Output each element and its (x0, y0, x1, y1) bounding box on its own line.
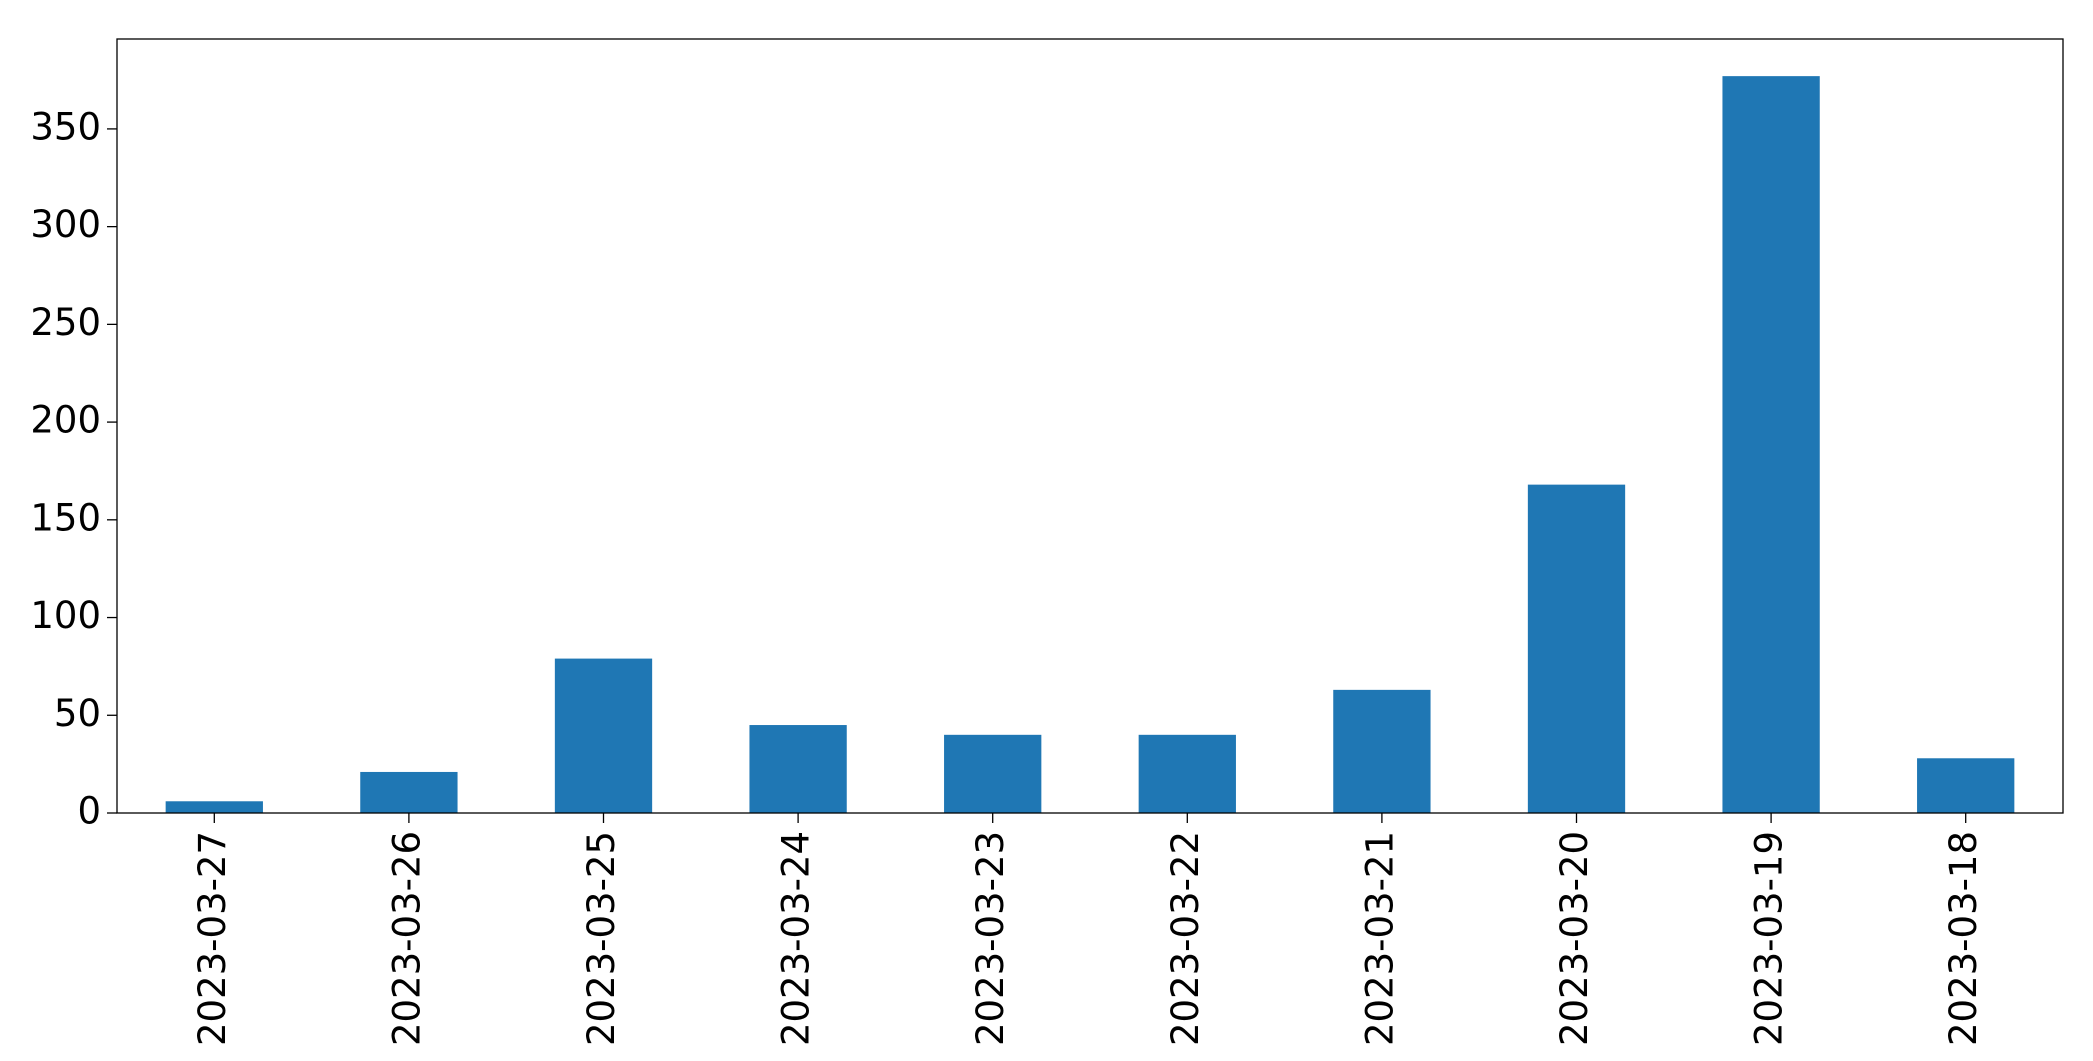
y-tick-label: 100 (30, 594, 101, 637)
bar (1722, 76, 1820, 814)
bar (165, 801, 263, 813)
y-tick-label: 300 (30, 203, 101, 246)
bar (1138, 734, 1236, 813)
y-tick-label: 50 (54, 692, 101, 735)
y-tick-label: 350 (30, 105, 101, 148)
bar (749, 725, 847, 813)
x-tick-label: 2023-03-27 (191, 831, 234, 1046)
bar (360, 771, 458, 813)
bar (554, 658, 653, 813)
bar (1917, 758, 2015, 813)
x-tick-label: 2023-03-22 (1164, 831, 1207, 1046)
y-tick-label: 0 (77, 790, 101, 833)
plot-frame (116, 38, 2064, 814)
x-tick-label: 2023-03-24 (775, 831, 818, 1046)
x-tick-label: 2023-03-23 (969, 831, 1012, 1046)
bar (944, 734, 1042, 813)
y-tick-label: 150 (30, 496, 101, 539)
x-tick-label: 2023-03-20 (1553, 831, 1596, 1046)
x-tick-label: 2023-03-25 (580, 831, 623, 1046)
y-tick-label: 200 (30, 399, 101, 442)
bar (1527, 484, 1626, 813)
x-tick-label: 2023-03-18 (1942, 831, 1985, 1046)
y-tick-label: 250 (30, 301, 101, 344)
x-tick-label: 2023-03-26 (385, 831, 428, 1046)
x-tick-label: 2023-03-19 (1748, 831, 1791, 1046)
bar (1333, 689, 1431, 813)
x-tick-label: 2023-03-21 (1358, 831, 1401, 1046)
